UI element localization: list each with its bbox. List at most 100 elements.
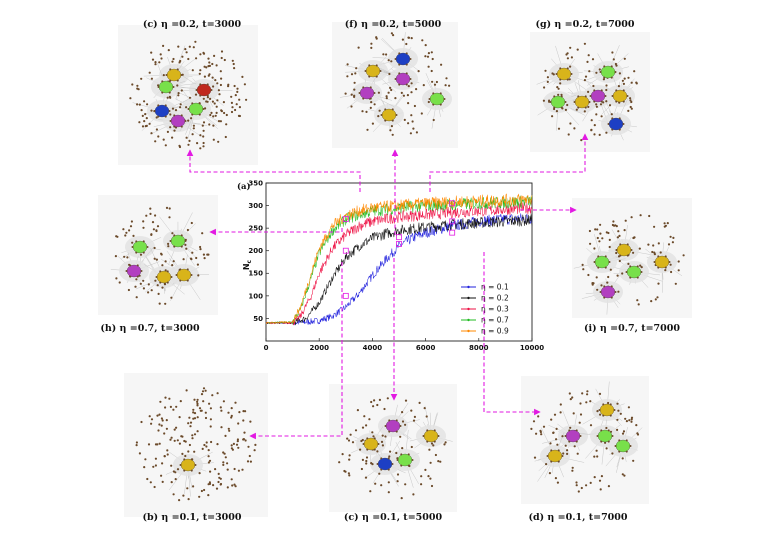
network-node — [424, 55, 427, 58]
network-node — [220, 110, 223, 113]
network-node — [407, 122, 410, 125]
network-node — [636, 432, 639, 435]
x-tick-label: 10000 — [520, 344, 544, 352]
network-node — [180, 435, 183, 438]
cluster-node — [166, 270, 169, 273]
network-node — [199, 248, 202, 251]
network-node — [671, 241, 675, 244]
network-node — [373, 399, 376, 402]
network-node — [171, 264, 174, 267]
network-node — [149, 207, 152, 210]
network-node — [598, 240, 601, 243]
y-axis-label-main: N — [242, 263, 251, 270]
network-node — [598, 133, 601, 136]
cluster-node — [157, 104, 160, 107]
caption-h: (h) η =0.7, t=3000 — [100, 323, 200, 334]
network-node — [226, 462, 229, 465]
cluster-node — [173, 125, 176, 128]
network-node — [390, 88, 393, 92]
cluster-node — [613, 409, 616, 411]
network-node — [587, 54, 590, 57]
cluster-node — [622, 100, 625, 103]
sync-cluster — [132, 240, 148, 254]
network-node — [192, 124, 195, 127]
network-node — [617, 85, 621, 88]
network-node — [202, 135, 205, 138]
cluster-node — [366, 437, 369, 440]
network-node — [148, 415, 151, 418]
cluster-node — [599, 291, 602, 293]
network-node — [598, 479, 602, 482]
sync-cluster — [565, 429, 581, 443]
network-node — [605, 447, 608, 450]
network-node — [617, 290, 620, 293]
network-node — [630, 418, 633, 421]
network-node — [160, 474, 163, 477]
network-node — [156, 225, 160, 228]
network-node — [621, 473, 624, 476]
network-node — [389, 450, 392, 453]
network-node — [608, 104, 612, 107]
network-node — [158, 413, 161, 416]
network-node — [423, 407, 426, 410]
network-node — [192, 408, 195, 411]
network-node — [557, 87, 560, 90]
cluster-node — [125, 270, 128, 272]
network-node — [128, 229, 131, 232]
network-node — [154, 61, 157, 64]
network-node — [596, 410, 599, 413]
cluster-node — [380, 457, 383, 460]
network-node — [202, 141, 205, 145]
cluster-node — [577, 95, 580, 98]
cluster-node — [625, 450, 628, 453]
cluster-node — [190, 458, 193, 461]
cluster-node — [400, 453, 403, 456]
cluster-node — [176, 68, 179, 71]
network-node — [572, 412, 575, 415]
network-node — [207, 449, 210, 452]
network-node — [608, 238, 611, 241]
network-node — [590, 119, 593, 122]
network-node — [355, 67, 358, 70]
network-node — [188, 45, 191, 48]
network-node — [209, 97, 212, 100]
network-node — [169, 126, 172, 129]
cluster-node — [622, 89, 625, 92]
network-node — [593, 455, 596, 458]
network-node — [387, 59, 390, 62]
cluster-node — [183, 458, 186, 461]
network-node — [236, 87, 239, 90]
cluster-node — [129, 275, 132, 278]
network-node — [124, 234, 127, 237]
network-node — [555, 110, 559, 113]
network-node — [615, 251, 618, 255]
network-node — [176, 468, 180, 471]
cluster-node — [598, 409, 601, 411]
network-node — [170, 464, 173, 467]
network-node — [234, 401, 237, 404]
cluster-node — [610, 65, 613, 68]
network-node — [595, 276, 598, 279]
network-node — [149, 481, 152, 484]
cluster-node — [409, 58, 412, 60]
network-node — [199, 409, 202, 412]
network-node — [178, 145, 182, 149]
x-tick-label: 0 — [264, 344, 269, 352]
network-node — [178, 442, 181, 445]
cluster-node — [615, 89, 618, 92]
network-node — [402, 94, 405, 97]
sync-cluster — [590, 89, 606, 103]
network-node — [382, 53, 385, 56]
cluster-node — [179, 464, 182, 466]
network-node — [365, 459, 368, 463]
cluster-node — [369, 97, 372, 100]
network-node — [161, 462, 164, 465]
network-node — [159, 400, 162, 403]
network-node — [652, 244, 655, 247]
network-node — [584, 75, 588, 78]
network-node — [238, 411, 241, 414]
network-node — [147, 443, 151, 446]
network-node — [157, 135, 160, 138]
sync-cluster — [180, 458, 196, 472]
network-node — [227, 427, 230, 430]
